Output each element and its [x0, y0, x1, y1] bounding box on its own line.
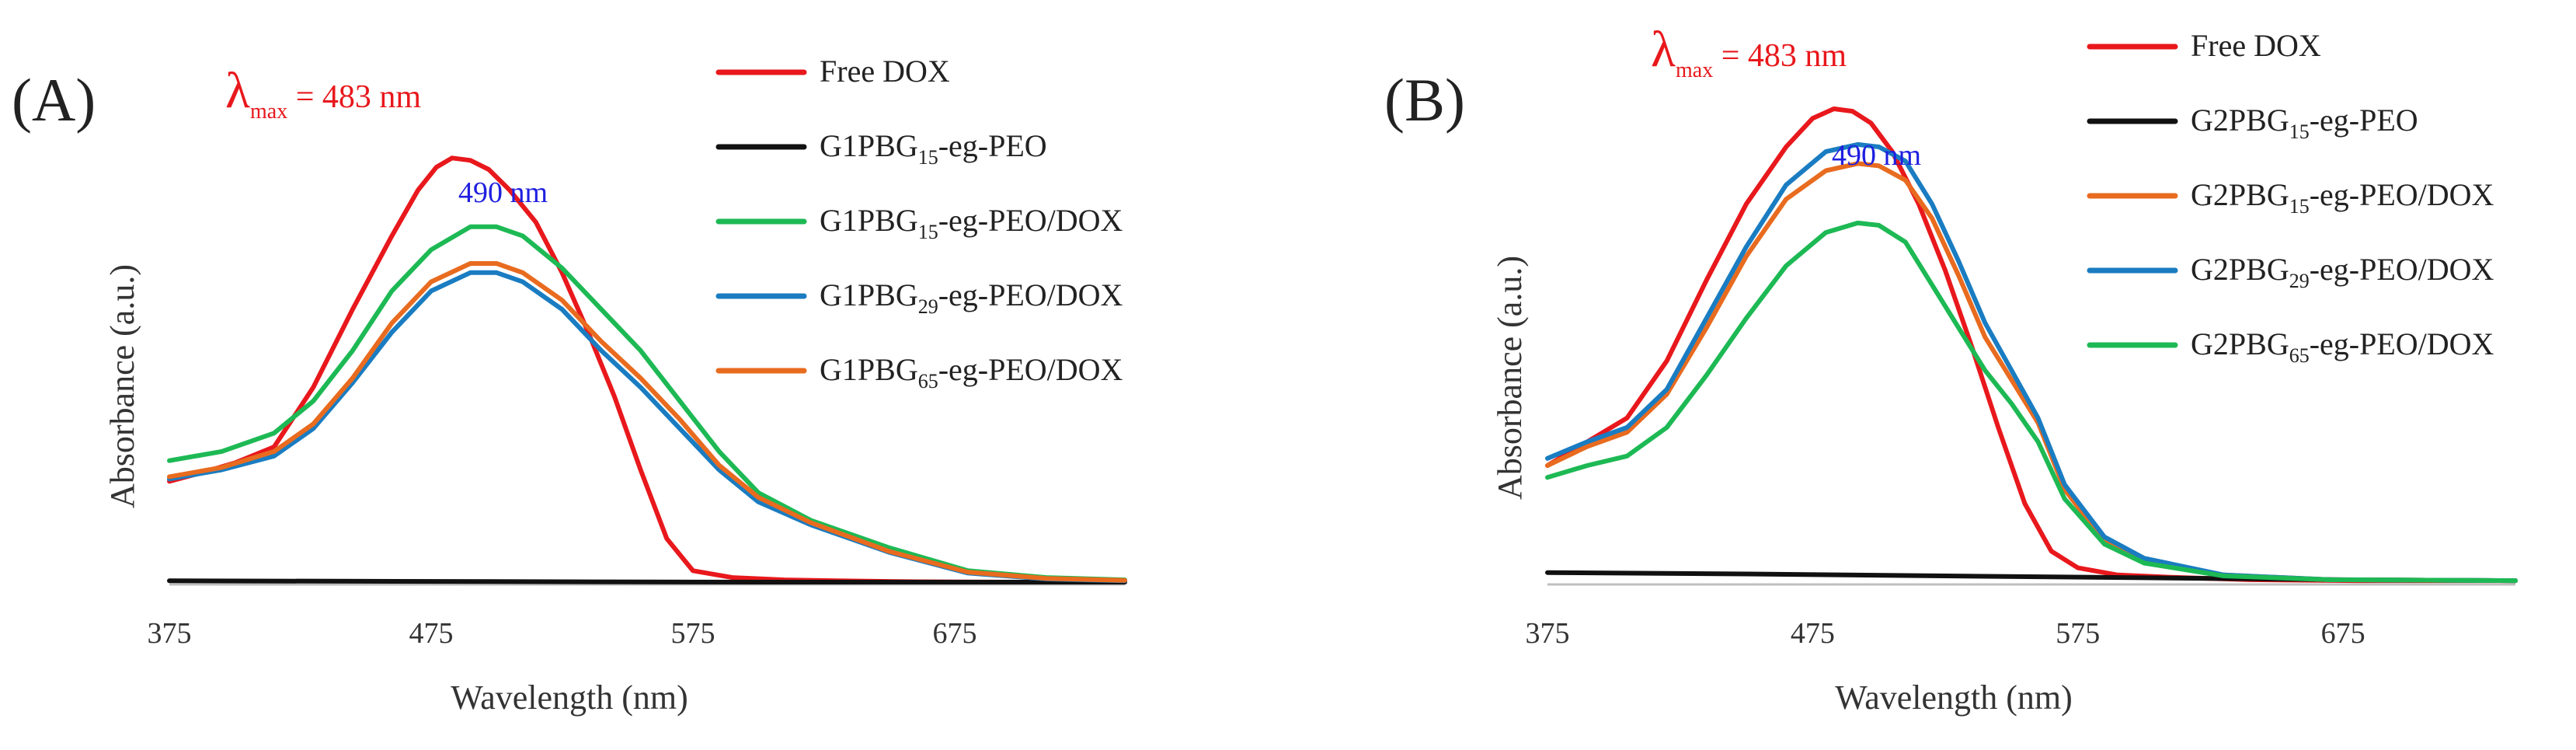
x-tick-label: 375 [148, 617, 192, 650]
peak-annotation: 490 nm [1832, 139, 1921, 172]
legend-label: G2PBG15-eg-PEO [2191, 103, 2418, 143]
legend-label: G1PBG65-eg-PEO/DOX [820, 352, 1123, 392]
series-line-5 [167, 261, 1127, 583]
legend-label: G2PBG29-eg-PEO/DOX [2191, 252, 2494, 292]
legend-label: Free DOX [820, 54, 950, 89]
x-axis-title: Wavelength (nm) [451, 678, 688, 717]
x-tick-label: 475 [409, 617, 453, 650]
panel-a: (A) 375 475 575 675 Wavelength (nm) Absorbance… [12, 54, 1127, 717]
series-line-4 [1545, 141, 2518, 584]
y-axis-title: Absorbance (a.u.) [1491, 256, 1529, 500]
x-tick-label: 375 [1526, 617, 1570, 650]
x-tick-label: 675 [932, 617, 976, 650]
panel-label: (B) [1384, 66, 1465, 134]
legend-label: Free DOX [2191, 28, 2321, 63]
series-line-2 [167, 578, 1127, 584]
legend-label: G1PBG15-eg-PEO/DOX [820, 203, 1123, 243]
series-line-1 [167, 155, 1127, 584]
lambda-max-annotation: λmax = 483 nm [225, 62, 421, 124]
legend-label: G2PBG65-eg-PEO/DOX [2191, 326, 2494, 367]
legend-label: G2PBG15-eg-PEO/DOX [2191, 177, 2494, 218]
panel-b: (B) 375 475 575 675 Wavelength (nm) Absorbance… [1288, 0, 2576, 750]
series-line-3 [167, 224, 1127, 583]
legend-label: G1PBG15-eg-PEO [820, 128, 1047, 169]
x-tick-label: 575 [670, 617, 715, 650]
lambda-max-annotation: λmax = 483 nm [1651, 21, 1847, 82]
peak-annotation: 490 nm [458, 176, 548, 209]
series-line-5 [1545, 220, 2518, 584]
y-axis-title: Absorbance (a.u.) [103, 264, 141, 508]
chart-b: (B) 375 475 575 675 Wavelength (nm) Absorbance… [1384, 21, 2518, 717]
x-axis-title: Wavelength (nm) [1835, 678, 2073, 717]
legend-label: G1PBG29-eg-PEO/DOX [820, 277, 1123, 318]
x-tick-label: 475 [1791, 617, 1835, 650]
x-tick-label: 675 [2321, 617, 2365, 650]
x-tick-label: 575 [2056, 617, 2100, 650]
panel-label: (A) [12, 66, 96, 134]
chart-a: (A) 375 475 575 675 Wavelength (nm) Absorbance… [12, 54, 1127, 717]
